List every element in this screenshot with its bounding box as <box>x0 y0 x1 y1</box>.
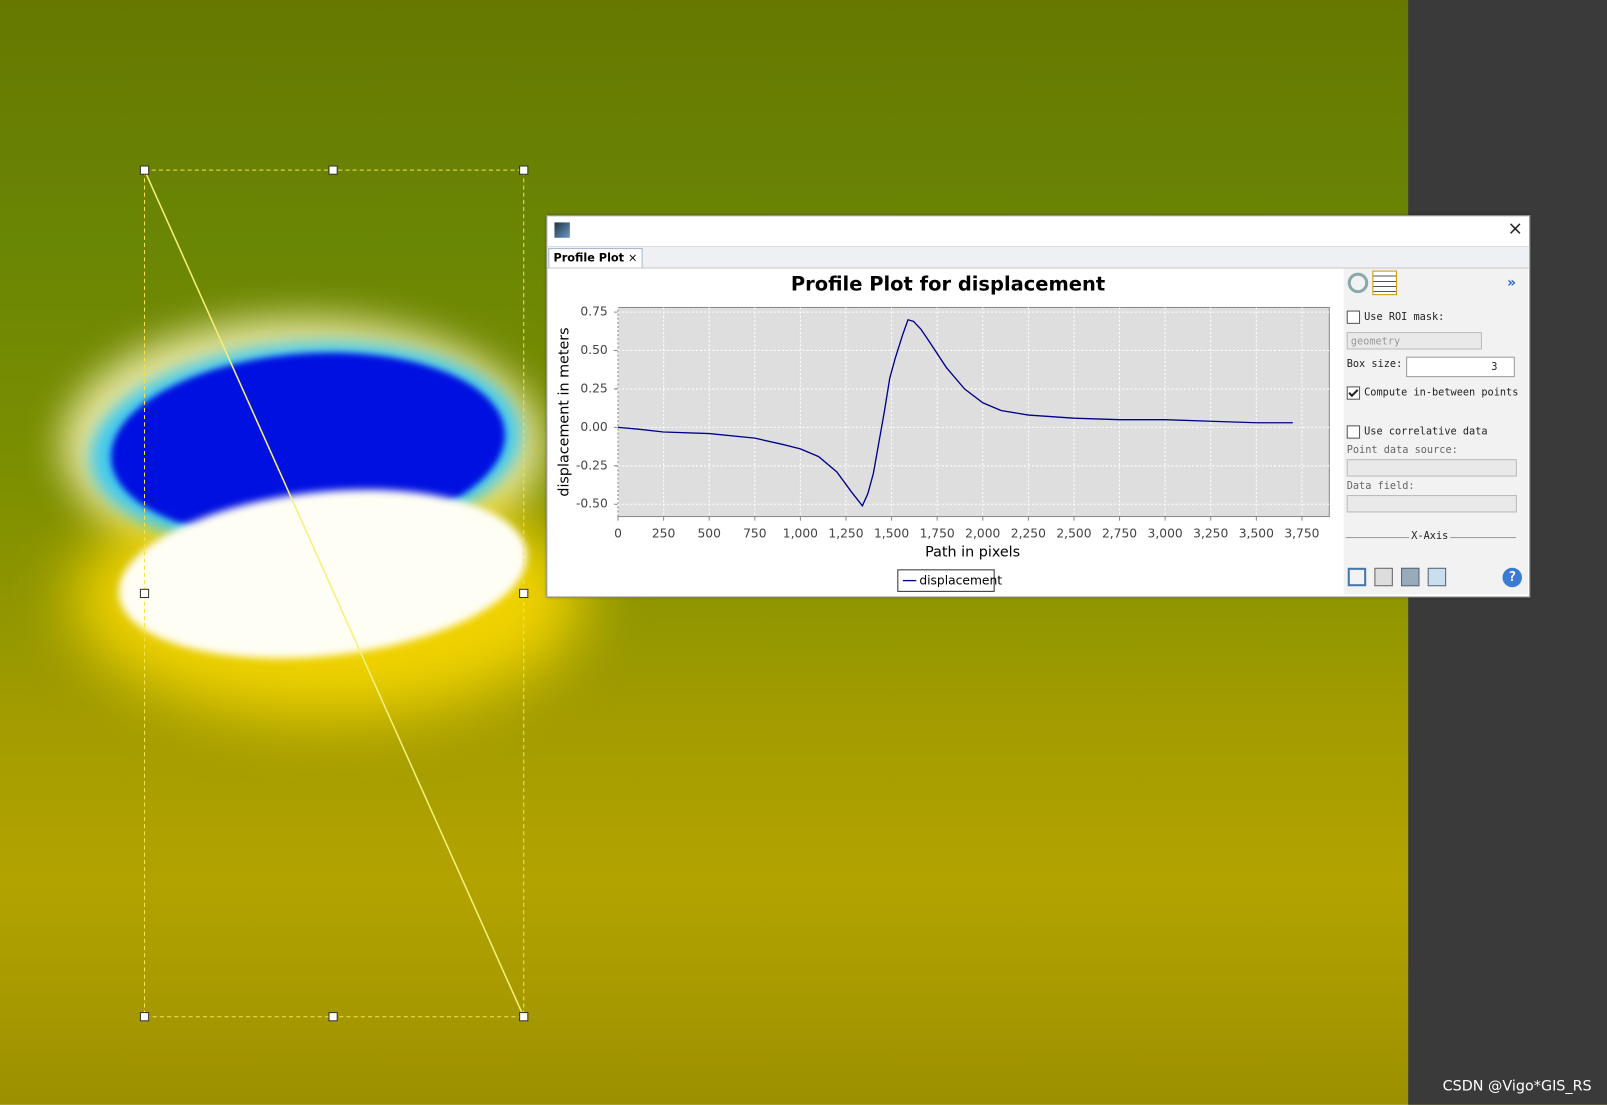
correlative-row[interactable]: Use correlative data <box>1346 425 1488 439</box>
point-source-label: Point data source: <box>1346 444 1458 457</box>
combo-text: geometry <box>1350 336 1401 348</box>
collapse-button[interactable]: » <box>1507 274 1516 292</box>
mask-combo[interactable]: geometry <box>1346 332 1483 350</box>
watermark: CSDN @Vigo*GIS_RS <box>1442 1078 1592 1095</box>
title-bar: × <box>547 216 1530 248</box>
checkbox[interactable] <box>1346 310 1361 324</box>
x-tick-label: 2,250 <box>1011 526 1046 540</box>
x-tick-label: 1,000 <box>783 526 818 540</box>
chart-title: Profile Plot for displacement <box>791 272 1105 295</box>
series-line <box>617 318 1293 508</box>
x-tick-label: 3,000 <box>1148 526 1183 540</box>
x-tick-label: 1,250 <box>828 526 863 540</box>
y-tick-label: -0.25 <box>576 458 608 472</box>
refresh-icon[interactable] <box>1347 272 1369 294</box>
label: Box size: <box>1346 358 1403 370</box>
label: Use ROI mask: <box>1364 311 1445 323</box>
x-tick-label: 0 <box>614 526 622 540</box>
tab-title: Profile Plot <box>553 251 625 265</box>
legend-label: displacement <box>919 574 1002 588</box>
x-tick-label: 2,000 <box>965 526 1000 540</box>
close-button[interactable]: × <box>1507 218 1524 240</box>
tab[interactable]: Profile Plot × <box>548 248 643 268</box>
y-axis-label: displacement in meters <box>557 327 573 496</box>
x-tick-label: 3,250 <box>1193 526 1228 540</box>
x-tick-label: 3,500 <box>1239 526 1274 540</box>
toolbar-icons[interactable] <box>1347 567 1447 587</box>
box-size-row: Box size: <box>1347 359 1403 370</box>
label: Compute in-between points <box>1364 387 1519 399</box>
y-tick-label: 0.50 <box>580 343 607 357</box>
box-size-spinner[interactable]: 3 <box>1406 356 1515 378</box>
label: Use correlative data <box>1364 426 1488 438</box>
x-tick-label: 250 <box>652 526 675 540</box>
checkbox[interactable] <box>1346 386 1361 400</box>
x-axis-section: X-Axis <box>1409 530 1451 543</box>
spinner-value: 3 <box>1491 361 1498 374</box>
table-icon[interactable] <box>1372 270 1397 296</box>
data-field-label: Data field: <box>1346 480 1415 492</box>
compute-row[interactable]: Compute in-between points <box>1346 386 1519 400</box>
tab-row: Profile Plot × <box>547 247 1530 269</box>
x-tick-label: 500 <box>697 526 720 540</box>
chart: Profile Plot for displacement Path in pi… <box>557 272 1330 592</box>
checkbox[interactable] <box>1346 425 1361 439</box>
point-source-combo[interactable] <box>1346 459 1517 477</box>
help-icon[interactable]: ? <box>1502 567 1522 588</box>
y-tick-label: 0.75 <box>580 305 607 319</box>
x-tick-label: 1,500 <box>874 526 909 540</box>
y-tick-label: -0.50 <box>576 497 608 511</box>
profile-dialog: × Profile Plot × Profile Plot for displa… <box>546 215 1531 598</box>
roi-row[interactable]: Use ROI mask: <box>1346 310 1445 324</box>
x-tick-label: 750 <box>743 526 766 540</box>
x-tick-label: 2,500 <box>1056 526 1091 540</box>
y-tick-label: 0.00 <box>580 420 607 434</box>
x-axis-label: Path in pixels <box>925 544 1020 560</box>
x-tick-label: 2,750 <box>1102 526 1137 540</box>
profile-line <box>143 169 525 1018</box>
side-panel: » Use ROI mask: geometry Box size: 3 Com… <box>1343 268 1529 595</box>
x-tick-label: 3,750 <box>1284 526 1319 540</box>
app-icon <box>554 222 570 238</box>
plot-area <box>617 306 1330 518</box>
handles[interactable] <box>139 165 529 1022</box>
legend-box <box>897 569 995 592</box>
x-tick-label: 1,750 <box>920 526 955 540</box>
y-tick-label: 0.25 <box>580 381 607 395</box>
data-field-combo[interactable] <box>1346 495 1517 513</box>
